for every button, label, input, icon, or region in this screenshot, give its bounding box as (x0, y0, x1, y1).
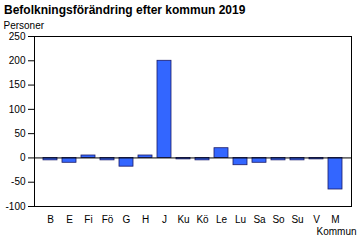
svg-text:M: M (331, 214, 339, 225)
svg-text:Ku: Ku (177, 214, 189, 225)
svg-text:V: V (313, 214, 320, 225)
svg-text:100: 100 (9, 104, 26, 115)
svg-text:H: H (142, 214, 149, 225)
svg-text:Le: Le (216, 214, 228, 225)
svg-text:0: 0 (20, 152, 26, 163)
html-text:Befolkningsförändring efter ko: Befolkningsförändring efter kommun 2019 (4, 3, 246, 17)
svg-text:250: 250 (9, 31, 26, 42)
svg-text:200: 200 (9, 55, 26, 66)
svg-text:B: B (47, 214, 54, 225)
svg-text:50: 50 (14, 128, 26, 139)
svg-text:-100: -100 (5, 201, 25, 212)
svg-text:150: 150 (9, 79, 26, 90)
svg-text:Fö: Fö (102, 214, 114, 225)
svg-text:Su: Su (291, 214, 303, 225)
svg-text:Kö: Kö (196, 214, 209, 225)
svg-text:G: G (123, 214, 131, 225)
svg-text:Personer: Personer (4, 20, 45, 31)
svg-text:-50: -50 (11, 176, 26, 187)
svg-text:Sa: Sa (253, 214, 266, 225)
svg-text:Lu: Lu (235, 214, 246, 225)
svg-text:Kommun: Kommun (316, 226, 356, 237)
svg-text:So: So (272, 214, 285, 225)
svg-text:Fi: Fi (84, 214, 92, 225)
svg-text:J: J (162, 214, 167, 225)
svg-text:E: E (66, 214, 73, 225)
